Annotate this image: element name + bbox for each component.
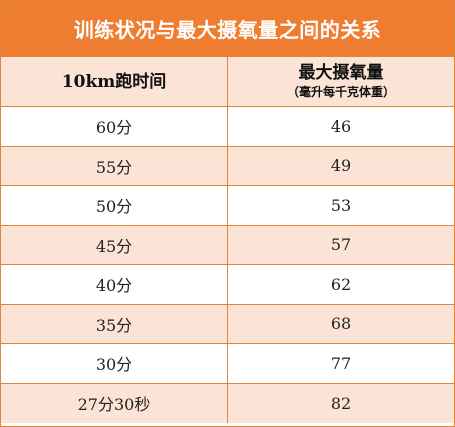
table-row: 45分 57 [1, 225, 454, 265]
table-row: 27分30秒 82 [1, 383, 454, 423]
table-header-row: 10km跑时间 最大摄氧量 （毫升每千克体重） [1, 57, 454, 107]
vo2-cell: 82 [227, 383, 454, 423]
time-cell: 45分 [95, 236, 133, 256]
table-body: 60分 46 55分 49 50分 53 45分 57 40分 62 35分 6… [1, 107, 454, 423]
time-cell: 40分 [95, 276, 133, 296]
header-vo2-label: 最大摄氧量 [298, 63, 384, 83]
table-title: 训练状况与最大摄氧量之间的关系 [1, 1, 454, 57]
vo2-cell: 53 [227, 186, 454, 225]
vo2-cell: 46 [227, 107, 454, 146]
table-row: 35分 68 [1, 304, 454, 344]
time-cell: 55分 [95, 157, 133, 177]
header-time-label: 10km跑时间 [61, 71, 167, 92]
time-cell: 27分30秒 [77, 395, 151, 415]
table-row: 50分 53 [1, 186, 454, 226]
table-row: 60分 46 [1, 107, 454, 147]
vo2-cell: 68 [227, 304, 454, 343]
table-row: 55分 49 [1, 146, 454, 186]
time-cell: 60分 [95, 118, 133, 138]
time-cell: 35分 [95, 315, 133, 335]
vo2-cell: 77 [227, 344, 454, 383]
table-row: 30分 77 [1, 344, 454, 384]
header-vo2: 最大摄氧量 （毫升每千克体重） [227, 57, 454, 106]
vo2-cell: 62 [227, 265, 454, 304]
table-row: 40分 62 [1, 265, 454, 305]
time-cell: 50分 [95, 197, 133, 217]
vo2-cell: 57 [227, 225, 454, 264]
header-time: 10km跑时间 [1, 57, 227, 106]
time-cell: 30分 [95, 355, 133, 375]
header-vo2-unit: （毫升每千克体重） [286, 85, 395, 99]
vo2-cell: 49 [227, 146, 454, 185]
